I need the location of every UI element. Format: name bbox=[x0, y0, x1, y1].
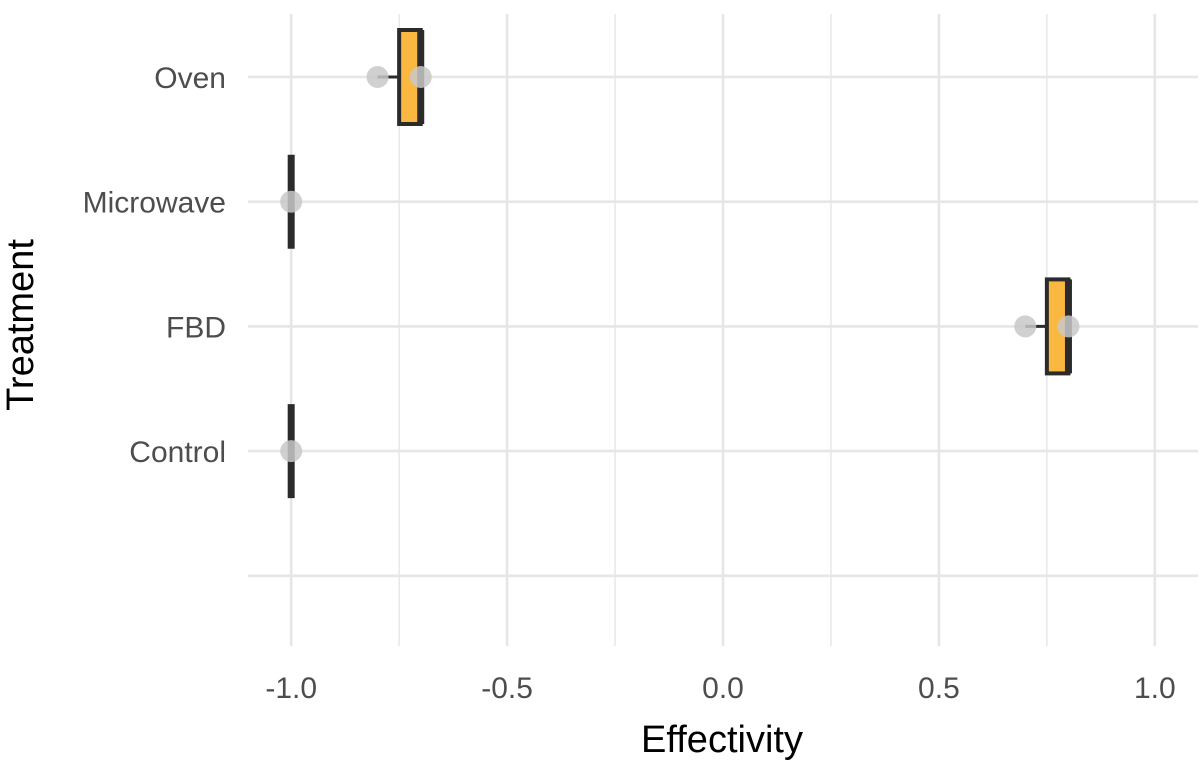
x-axis-title: Effectivity bbox=[641, 719, 803, 761]
x-tick-label: 1.0 bbox=[1134, 672, 1176, 705]
y-tick-label-control: Control bbox=[129, 436, 226, 469]
point-microwave bbox=[280, 190, 303, 213]
point-layer bbox=[280, 66, 1080, 463]
box-layer bbox=[287, 28, 1072, 499]
point-control bbox=[280, 440, 303, 463]
x-tick-labels: -1.0 -0.5 0.0 0.5 1.0 bbox=[265, 672, 1175, 705]
x-tick-label: -0.5 bbox=[481, 672, 533, 705]
point-oven bbox=[409, 66, 432, 88]
x-tick-label: -1.0 bbox=[265, 672, 317, 705]
y-tick-labels: Oven Microwave FBD Control bbox=[83, 62, 226, 469]
y-axis-title: Treatment bbox=[0, 239, 42, 411]
y-tick-label-oven: Oven bbox=[154, 62, 226, 95]
point-oven bbox=[366, 66, 389, 88]
y-tick-label-fbd: FBD bbox=[166, 311, 226, 344]
x-tick-label: 0.0 bbox=[702, 672, 744, 705]
point-fbd bbox=[1057, 315, 1080, 338]
point-fbd bbox=[1014, 315, 1037, 338]
y-tick-label-microwave: Microwave bbox=[83, 187, 226, 220]
x-tick-label: 0.5 bbox=[918, 672, 960, 705]
